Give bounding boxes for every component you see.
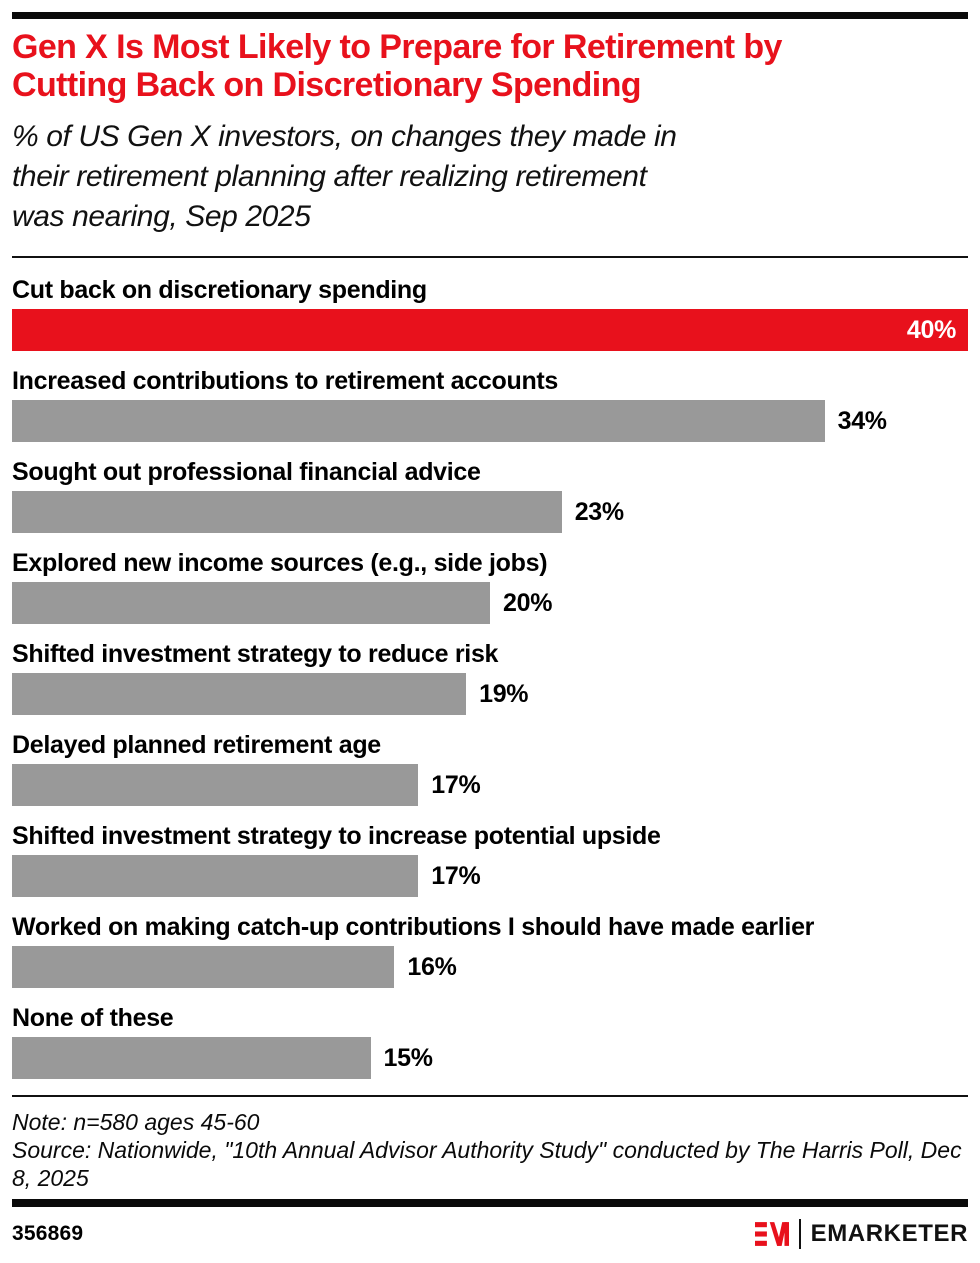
bar-value-label: 40% — [906, 315, 956, 344]
bar-row: Sought out professional financial advice… — [12, 458, 968, 533]
bar-row: Increased contributions to retirement ac… — [12, 367, 968, 442]
bar — [12, 582, 490, 624]
bottom-rule — [12, 1199, 968, 1207]
bar-value-label: 20% — [503, 588, 553, 617]
header-divider — [12, 256, 968, 258]
bar-line: 19% — [12, 673, 968, 715]
bar-value-label: 23% — [574, 497, 624, 526]
bar-category-label: Explored new income sources (e.g., side … — [12, 549, 548, 577]
bar: 40% — [12, 309, 968, 351]
bar-chart: Cut back on discretionary spending 40% I… — [12, 276, 968, 1079]
bar-value-label: 15% — [383, 1043, 433, 1072]
bar-line: 34% — [12, 400, 968, 442]
bar-line: 17% — [12, 764, 968, 806]
subtitle-line: % of US Gen X investors, on changes they… — [12, 120, 677, 153]
bar-value-label: 34% — [837, 406, 887, 435]
bar-line: 20% — [12, 582, 968, 624]
footer-bar: 356869 EMARKETER — [12, 1219, 968, 1249]
bar — [12, 764, 419, 806]
bar-line: 17% — [12, 855, 968, 897]
bar-category-label: Delayed planned retirement age — [12, 731, 381, 759]
bar-category-label: Increased contributions to retirement ac… — [12, 367, 559, 395]
bar-line: 15% — [12, 1037, 968, 1079]
top-rule — [12, 12, 968, 19]
bar — [12, 673, 467, 715]
bar — [12, 855, 419, 897]
bar-value-label: 17% — [431, 861, 481, 890]
bar-row: Shifted investment strategy to increase … — [12, 822, 968, 897]
bar-category-label: Cut back on discretionary spending — [12, 276, 427, 304]
chart-notes: Note: n=580 ages 45-60 Source: Nationwid… — [12, 1108, 968, 1192]
em-monogram-icon — [754, 1222, 789, 1246]
bar-row: Cut back on discretionary spending 40% — [12, 276, 968, 351]
page-title: Gen X Is Most Likely to Prepare for Reti… — [12, 28, 968, 104]
bar-line: 23% — [12, 491, 968, 533]
bar-line: 40% — [12, 309, 968, 351]
bar-row: None of these 15% — [12, 1004, 968, 1079]
bar-value-label: 19% — [479, 679, 529, 708]
bar-category-label: Shifted investment strategy to increase … — [12, 822, 661, 850]
bar — [12, 1037, 371, 1079]
bar-row: Explored new income sources (e.g., side … — [12, 549, 968, 624]
bar-category-label: Worked on making catch-up contributions … — [12, 913, 815, 941]
bar-line: 16% — [12, 946, 968, 988]
bar-category-label: Sought out professional financial advice — [12, 458, 481, 486]
bar-row: Delayed planned retirement age 17% — [12, 731, 968, 806]
title-line: Cutting Back on Discretionary Spending — [12, 66, 642, 104]
logo-separator — [798, 1219, 801, 1249]
bar-category-label: None of these — [12, 1004, 174, 1032]
subtitle-line: their retirement planning after realizin… — [12, 160, 647, 193]
brand-name: EMARKETER — [810, 1220, 968, 1247]
page-subtitle: % of US Gen X investors, on changes they… — [12, 117, 968, 237]
chart-id: 356869 — [12, 1222, 84, 1245]
bar-value-label: 16% — [407, 952, 457, 981]
footer-divider — [12, 1095, 968, 1097]
bar — [12, 491, 562, 533]
bar — [12, 946, 395, 988]
bar-row: Shifted investment strategy to reduce ri… — [12, 640, 968, 715]
bar — [12, 400, 825, 442]
subtitle-line: was nearing, Sep 2025 — [12, 200, 311, 233]
emarketer-logo: EMARKETER — [754, 1219, 968, 1249]
bar-value-label: 17% — [431, 770, 481, 799]
bar-category-label: Shifted investment strategy to reduce ri… — [12, 640, 499, 668]
bar-row: Worked on making catch-up contributions … — [12, 913, 968, 988]
source-text: Source: Nationwide, "10th Annual Advisor… — [12, 1137, 962, 1191]
title-line: Gen X Is Most Likely to Prepare for Reti… — [12, 28, 782, 66]
note-text: Note: n=580 ages 45-60 — [12, 1109, 260, 1135]
